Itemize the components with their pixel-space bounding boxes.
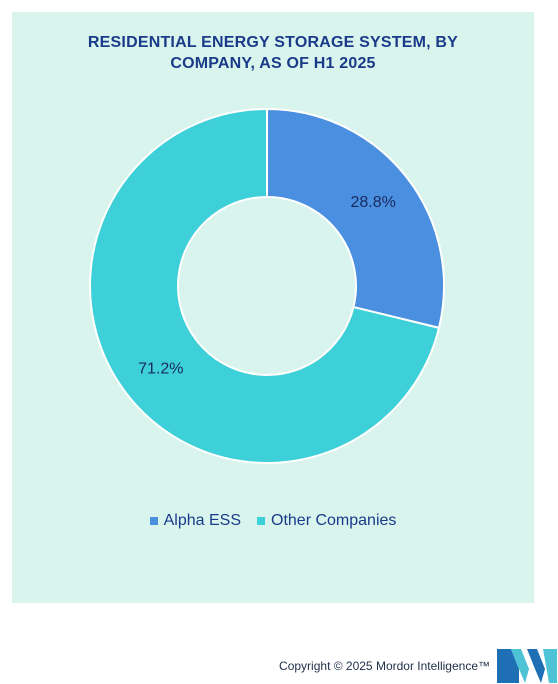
mordor-intelligence-logo xyxy=(497,649,557,683)
logo-shape-4 xyxy=(543,649,557,683)
legend-label-other-companies: Other Companies xyxy=(271,512,397,529)
logo-shape-1 xyxy=(497,649,519,683)
copyright-text: Copyright © 2025 Mordor Intelligence™ xyxy=(279,659,490,673)
chart-title-line-2: COMPANY, AS OF H1 2025 xyxy=(170,55,376,72)
chart-panel: RESIDENTIAL ENERGY STORAGE SYSTEM, BY CO… xyxy=(12,12,534,603)
legend-item-other-companies: Other Companies xyxy=(257,512,396,530)
logo-shape-3 xyxy=(527,649,545,683)
chart-title: RESIDENTIAL ENERGY STORAGE SYSTEM, BY CO… xyxy=(12,32,534,74)
chart-legend: Alpha ESS Other Companies xyxy=(12,512,534,530)
legend-swatch-alpha-ess xyxy=(149,517,158,525)
logo-shape-2 xyxy=(511,649,529,683)
slice-alpha-ess xyxy=(266,107,445,330)
donut-chart: 28.8% 71.2% xyxy=(89,107,445,464)
legend-item-alpha-ess: Alpha ESS xyxy=(149,512,241,530)
slice-other-companies xyxy=(89,107,441,464)
data-label-alpha-ess: 28.8% xyxy=(350,194,395,211)
data-label-other-companies: 71.2% xyxy=(138,361,183,378)
chart-title-line-1: RESIDENTIAL ENERGY STORAGE SYSTEM, BY xyxy=(87,34,459,51)
legend-label-alpha-ess: Alpha ESS xyxy=(163,512,241,529)
legend-swatch-other-companies xyxy=(257,517,265,525)
